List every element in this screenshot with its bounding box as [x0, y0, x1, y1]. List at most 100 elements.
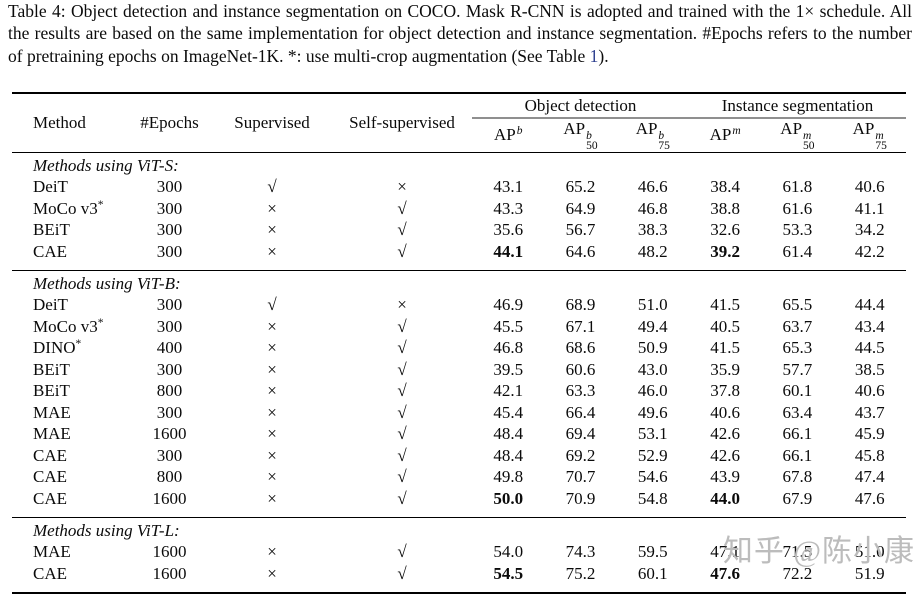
table-1-link[interactable]: 1 [589, 45, 599, 66]
multicrop-asterisk: * [97, 198, 104, 211]
ap-value: 68.9 [565, 295, 596, 315]
ap-value: 37.8 [710, 381, 740, 401]
ap-value: 45.5 [493, 316, 524, 336]
supervised-cell: × [212, 402, 332, 424]
ap-value: 38.8 [710, 198, 740, 218]
ap-value: 47.4 [854, 467, 885, 487]
epochs-cell: 1600 [152, 563, 187, 583]
ap-value: 50.0 [493, 488, 524, 508]
method-cell: DeiT [33, 177, 68, 197]
check-icon: √ [397, 402, 407, 422]
section-label: Methods using ViT-S: [33, 155, 179, 175]
ap-value: 54.8 [637, 488, 668, 508]
self-supervised-cell: √ [332, 424, 472, 446]
ap-value: 64.6 [565, 241, 596, 261]
ap-value: 40.5 [710, 316, 740, 336]
self-supervised-cell: √ [332, 563, 472, 593]
ap-value: 64.9 [565, 198, 596, 218]
table-caption: Table 4: Object detection and instance s… [8, 0, 912, 67]
epochs-cell: 300 [156, 220, 183, 240]
ap-value: 50.9 [637, 338, 668, 358]
cross-icon: × [267, 402, 277, 422]
ap-value: 44.4 [854, 295, 885, 315]
table-row: BEiT 300 × √ 35.6 56.7 38.3 32.6 53.3 34.2 [12, 220, 906, 242]
method-cell: BEiT [33, 220, 70, 240]
ap-value: 40.6 [854, 177, 885, 197]
ap-value: 75.2 [565, 563, 596, 583]
section-label: Methods using ViT-B: [12, 269, 906, 295]
ap-value: 43.4 [854, 316, 885, 336]
epochs-cell: 1600 [152, 542, 187, 562]
ap-value: 47.6 [854, 488, 885, 508]
check-icon: √ [397, 542, 407, 562]
ap-value: 47.1 [710, 542, 740, 562]
ap-value: 40.6 [710, 402, 740, 422]
ap-value: 60.6 [565, 359, 596, 379]
check-icon: √ [397, 338, 407, 358]
ap-value: 57.7 [782, 359, 813, 379]
method-cell: CAE [33, 488, 67, 508]
check-icon: √ [397, 467, 407, 487]
ap-value: 43.1 [493, 177, 524, 197]
check-icon: √ [397, 241, 407, 261]
self-supervised-cell: √ [332, 338, 472, 360]
check-icon: √ [267, 177, 277, 197]
supervised-cell: × [212, 359, 332, 381]
self-supervised-cell: √ [332, 316, 472, 338]
ap-value: 43.9 [710, 467, 740, 487]
ap-value: 52.9 [637, 445, 668, 465]
multicrop-asterisk: * [75, 338, 82, 351]
method-cell: CAE [33, 563, 67, 583]
table-row: CAE 300 × √ 44.1 64.6 48.2 39.2 61.4 42.2 [12, 241, 906, 270]
supervised-cell: × [212, 198, 332, 220]
ap-value: 46.6 [637, 177, 668, 197]
ap-value: 67.8 [782, 467, 813, 487]
self-supervised-cell: √ [332, 542, 472, 564]
supervised-cell: √ [212, 177, 332, 199]
ap-value: 53.1 [637, 424, 668, 444]
ap-value: 45.8 [854, 445, 885, 465]
ap-value: 48.4 [493, 445, 524, 465]
ap-value: 34.2 [854, 220, 885, 240]
ap-value: 39.2 [710, 241, 740, 261]
multicrop-asterisk: * [97, 316, 104, 329]
self-supervised-cell: √ [332, 198, 472, 220]
method-cell: MAE [33, 424, 71, 444]
epochs-cell: 800 [156, 467, 183, 487]
caption-text-after: ). [598, 45, 609, 66]
ap-value: 35.9 [710, 359, 740, 379]
table-row: DeiT 300 √ × 46.9 68.9 51.0 41.5 65.5 44.4 [12, 295, 906, 317]
ap-value: 56.7 [565, 220, 596, 240]
supervised-cell: × [212, 424, 332, 446]
check-icon: √ [397, 198, 407, 218]
table-row: CAE 1600 × √ 54.5 75.2 60.1 47.6 72.2 51.9 [12, 563, 906, 593]
cross-icon: × [267, 542, 277, 562]
ap-value: 42.6 [710, 445, 740, 465]
method-cell: MAE [33, 402, 71, 422]
check-icon: √ [267, 295, 277, 315]
ap-value: 61.6 [782, 198, 813, 218]
ap-value: 38.5 [854, 359, 885, 379]
ap-value: 54.0 [493, 542, 524, 562]
ap-value: 48.4 [493, 424, 524, 444]
ap-value: 47.6 [710, 563, 740, 583]
self-supervised-cell: √ [332, 488, 472, 517]
ap-value: 51.0 [637, 295, 668, 315]
ap-value: 63.7 [782, 316, 813, 336]
cross-icon: × [397, 295, 407, 315]
ap-value: 41.5 [710, 338, 740, 358]
supervised-cell: × [212, 241, 332, 270]
check-icon: √ [397, 424, 407, 444]
ap-value: 42.1 [493, 381, 524, 401]
epochs-cell: 300 [156, 359, 183, 379]
table-row: MAE 1600 × √ 54.0 74.3 59.5 47.1 71.5 51.0 [12, 542, 906, 564]
ap-value: 43.0 [637, 359, 668, 379]
ap-value: 42.2 [854, 241, 885, 261]
self-supervised-cell: √ [332, 402, 472, 424]
method-cell: CAE [33, 467, 67, 487]
ap-value: 69.2 [565, 445, 596, 465]
self-supervised-cell: √ [332, 445, 472, 467]
self-supervised-cell: × [332, 177, 472, 199]
cross-icon: × [267, 338, 277, 358]
ap-value: 49.6 [637, 402, 668, 422]
